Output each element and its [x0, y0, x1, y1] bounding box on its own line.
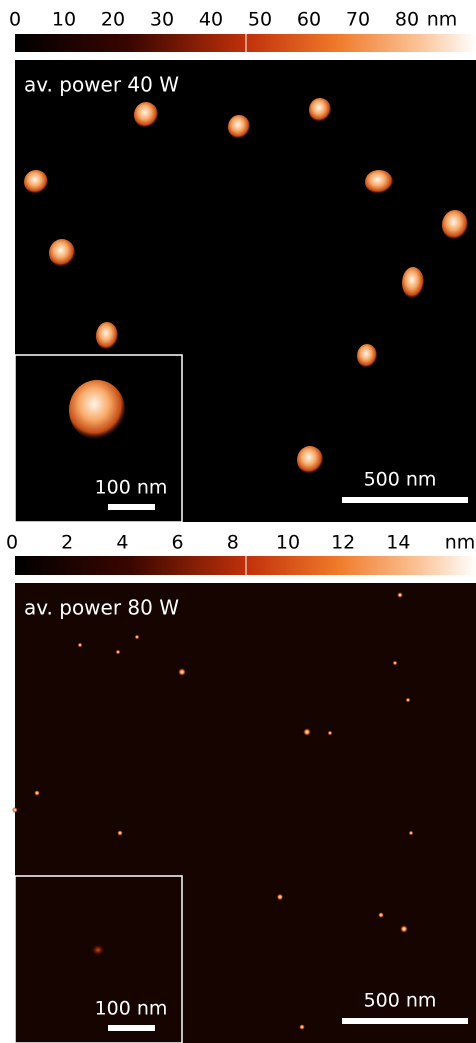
inset-particle: [91, 944, 105, 956]
particle: [228, 115, 250, 139]
particle: [378, 912, 384, 918]
particle: [365, 170, 393, 194]
scale-label: 500 nm: [364, 469, 437, 491]
particle: [357, 344, 377, 368]
particle: [277, 894, 284, 901]
colorbar-tick-label: 50: [248, 9, 272, 31]
colorbar-tick-label: 40: [199, 9, 223, 31]
inset-scale-label: 100 nm: [95, 477, 168, 499]
particle: [24, 170, 48, 194]
colorbar-tick-label: 0: [6, 532, 18, 554]
particle: [116, 650, 121, 655]
particle: [117, 830, 123, 836]
particle: [297, 446, 323, 474]
colorbar-tick-label: 6: [172, 532, 184, 554]
colorbar-tick-label: 70: [346, 9, 370, 31]
particle: [402, 267, 424, 299]
inset-scale-label: 100 nm: [95, 998, 168, 1020]
particle: [135, 635, 140, 640]
scale-label: 500 nm: [364, 990, 437, 1012]
inset-scale-bar: [108, 1025, 155, 1031]
particle: [409, 831, 414, 836]
colorbar-tick-label: 12: [331, 532, 355, 554]
colorbar-tick-label: 30: [150, 9, 174, 31]
particle: [393, 661, 398, 666]
colorbar-tick-label: 0: [9, 9, 21, 31]
particle: [328, 731, 333, 736]
figure: 01020304050607080nmav. power 40 W100 nm5…: [0, 0, 476, 1043]
inset-scale-bar: [108, 504, 155, 510]
particle: [49, 239, 75, 267]
particle: [96, 322, 118, 350]
particle: [309, 98, 331, 122]
particle: [442, 210, 468, 240]
particle: [400, 925, 408, 933]
particle: [78, 643, 83, 648]
colorbar-tick-label: 80: [395, 9, 419, 31]
scale-bar: [342, 497, 468, 503]
particle: [34, 790, 40, 796]
colorbar-tick-label: 20: [101, 9, 125, 31]
colorbar-tick-label: 14: [386, 532, 410, 554]
colorbar-tick-label: 2: [61, 532, 73, 554]
colorbar-tick-label: 10: [52, 9, 76, 31]
colorbar-unit: nm: [445, 532, 476, 554]
panel-label: av. power 80 W: [24, 596, 179, 620]
panel-label: av. power 40 W: [24, 73, 179, 97]
particle: [397, 592, 403, 598]
inset-particle: [69, 380, 125, 440]
particle: [12, 807, 18, 813]
colorbar-tick-label: 4: [116, 532, 128, 554]
particle: [299, 1024, 305, 1030]
particle: [178, 668, 186, 676]
scale-bar: [342, 1018, 468, 1024]
colorbar-tick-label: 10: [276, 532, 300, 554]
particle: [134, 102, 158, 128]
particle: [303, 728, 311, 736]
particle: [406, 698, 411, 703]
colorbar-tick-label: 8: [227, 532, 239, 554]
colorbar-tick-label: 60: [297, 9, 321, 31]
colorbar-unit: nm: [427, 9, 458, 31]
